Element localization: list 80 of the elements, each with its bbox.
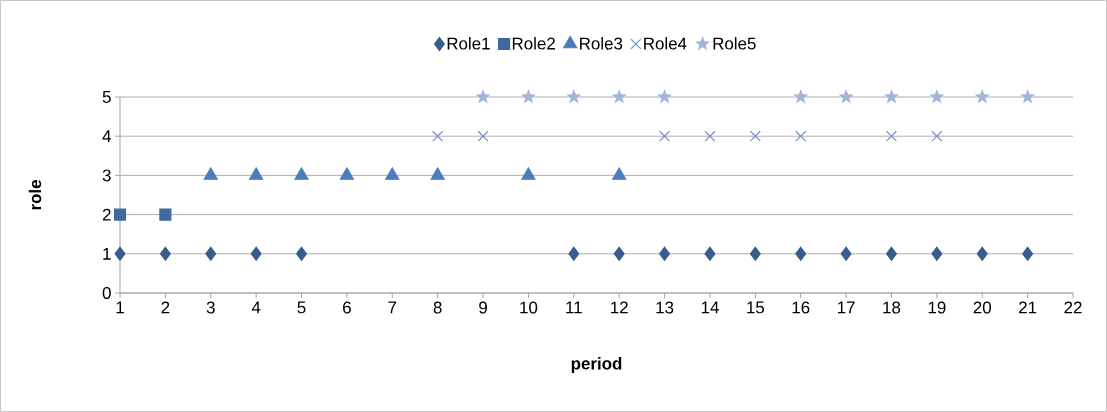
point: [568, 246, 580, 261]
x-tick-label: 13: [656, 301, 674, 314]
point: [339, 167, 354, 180]
point: [159, 246, 171, 261]
x-tick-label: 8: [433, 301, 442, 314]
x-tick-label: 6: [343, 301, 351, 314]
x-axis-title: period: [571, 357, 622, 373]
y-axis-title: role: [28, 180, 42, 210]
point: [249, 167, 264, 180]
point: [749, 130, 761, 142]
point: [974, 89, 990, 104]
x-tick-label: 21: [1019, 301, 1037, 314]
point: [659, 130, 671, 142]
point: [250, 246, 262, 261]
y-tick-label: 1: [103, 247, 111, 260]
point: [294, 167, 309, 180]
y-tick-label: 2: [102, 208, 111, 221]
x-tick-label: 17: [837, 301, 855, 314]
point: [749, 246, 761, 261]
point: [793, 89, 809, 104]
point: [704, 246, 716, 261]
legend-label: Role5: [713, 37, 756, 50]
point: [883, 89, 900, 104]
point: [432, 130, 444, 142]
point: [840, 246, 852, 261]
point: [205, 246, 217, 261]
point: [475, 89, 491, 104]
y-tick-label: 5: [102, 91, 111, 103]
point: [1022, 246, 1034, 261]
x-tick-label: 10: [520, 301, 538, 314]
point: [520, 89, 537, 104]
point: [159, 208, 172, 221]
point: [795, 130, 807, 142]
x-tick-label: 14: [701, 301, 719, 314]
x-tick-label: 11: [566, 301, 582, 314]
legend-label: Role2: [512, 37, 555, 50]
point: [886, 246, 897, 261]
x-tick-label: 9: [479, 301, 487, 314]
point: [704, 130, 716, 142]
x-tick-label: 19: [928, 301, 946, 314]
x-tick-label: 22: [1064, 301, 1082, 314]
point: [885, 130, 898, 142]
point: [929, 89, 945, 104]
x-tick-label: 3: [206, 301, 215, 314]
point: [114, 246, 126, 261]
x-tick-label: 20: [973, 301, 992, 314]
point: [795, 246, 807, 261]
point: [838, 89, 854, 104]
point: [296, 246, 307, 261]
legend-label: Role3: [580, 37, 623, 50]
x-tick-label: 5: [297, 301, 306, 314]
y-tick-label: 4: [102, 130, 111, 143]
x-tick-label: 12: [611, 301, 628, 314]
y-tick-label: 3: [102, 169, 111, 182]
x-tick-label: 16: [792, 301, 810, 314]
point: [611, 89, 627, 104]
point: [385, 167, 400, 180]
point: [113, 208, 127, 221]
legend-label: Role1: [447, 37, 490, 50]
point: [657, 89, 673, 104]
point: [613, 246, 625, 261]
x-tick-label: 15: [747, 301, 765, 314]
point: [976, 246, 988, 261]
x-tick-label: 7: [388, 301, 397, 314]
x-tick-label: 1: [116, 301, 124, 314]
point: [477, 130, 489, 142]
y-tick-label: 0: [102, 287, 111, 299]
x-tick-label: 4: [251, 301, 261, 314]
point: [430, 167, 445, 180]
point: [659, 246, 671, 261]
point: [203, 167, 218, 180]
point: [521, 167, 536, 180]
legend-label: Role4: [644, 37, 687, 50]
point: [1020, 89, 1036, 104]
point: [566, 89, 582, 104]
point: [931, 130, 943, 142]
point: [931, 246, 943, 261]
x-tick-label: 2: [161, 301, 170, 314]
point: [612, 167, 627, 180]
x-tick-label: 18: [883, 301, 901, 314]
